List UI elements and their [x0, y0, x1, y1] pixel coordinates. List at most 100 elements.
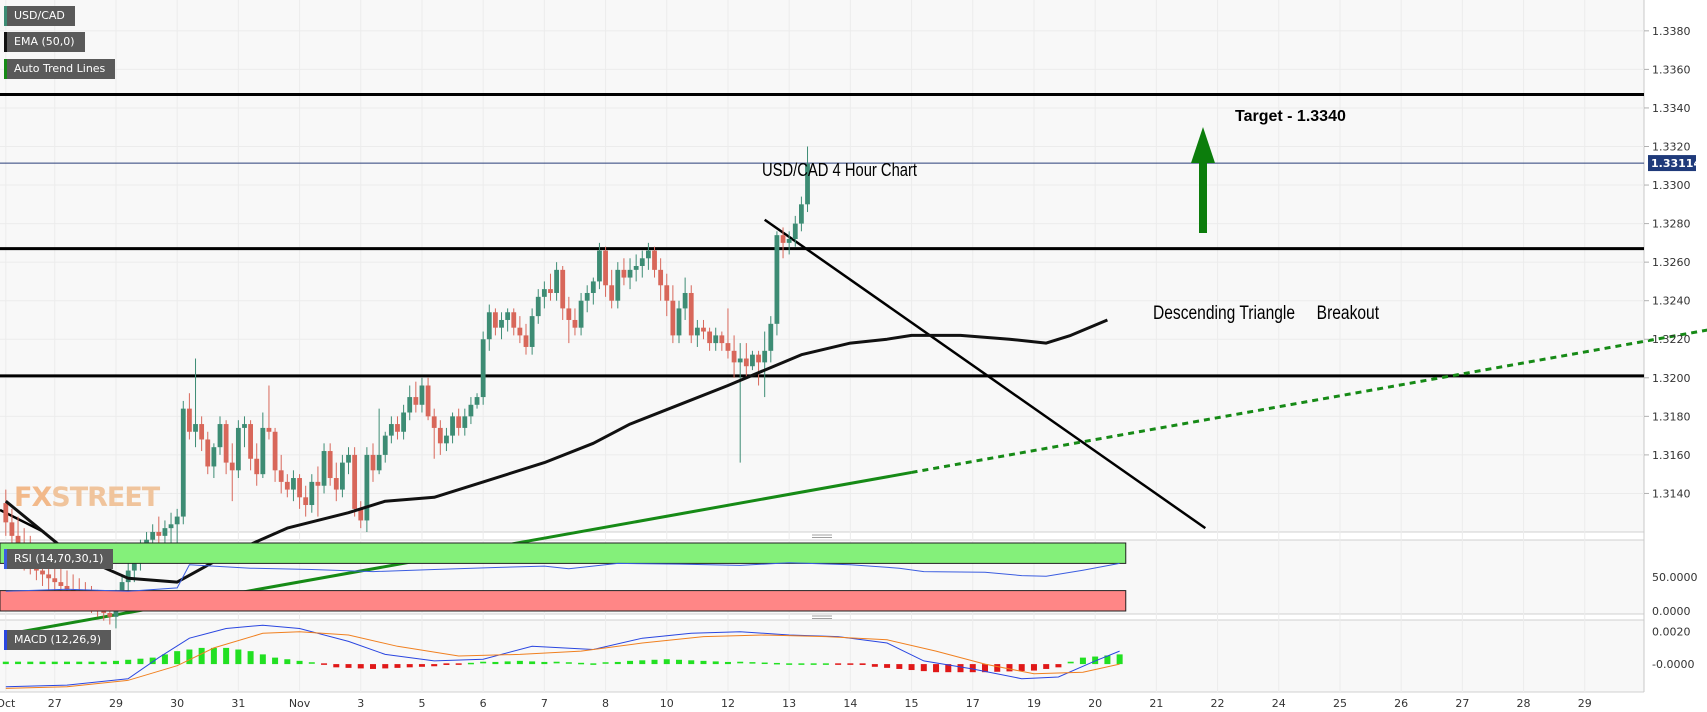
candle[interactable] — [658, 258, 664, 301]
candle[interactable] — [603, 246, 608, 297]
symbol-tag[interactable]: USD/CAD — [4, 6, 75, 26]
candle[interactable] — [205, 431, 211, 475]
candle[interactable] — [315, 466, 321, 517]
candle[interactable] — [621, 258, 627, 286]
candle[interactable] — [437, 420, 443, 455]
candle[interactable] — [309, 474, 315, 513]
macd-signal-line[interactable] — [5, 631, 1120, 689]
candle[interactable] — [272, 427, 278, 482]
candle[interactable] — [762, 331, 768, 398]
rsi-line[interactable] — [5, 562, 1120, 592]
candle[interactable] — [211, 443, 217, 479]
candle[interactable] — [168, 512, 174, 548]
candle[interactable] — [340, 454, 345, 498]
candle[interactable] — [805, 146, 810, 213]
candle[interactable] — [486, 304, 492, 351]
candle[interactable] — [180, 400, 186, 525]
candle[interactable] — [235, 420, 241, 479]
candle[interactable] — [333, 462, 339, 502]
candle[interactable] — [382, 431, 388, 463]
candle[interactable] — [352, 447, 358, 517]
candle[interactable] — [266, 385, 272, 440]
candle[interactable] — [688, 285, 694, 344]
candle[interactable] — [217, 416, 223, 455]
candle[interactable] — [572, 308, 578, 336]
candle[interactable] — [456, 408, 462, 436]
candle[interactable] — [554, 262, 559, 301]
candle[interactable] — [223, 420, 229, 475]
candle[interactable] — [248, 420, 253, 471]
candle[interactable] — [670, 285, 676, 344]
candle[interactable] — [444, 427, 449, 452]
candle[interactable] — [560, 266, 566, 320]
candle[interactable] — [731, 335, 737, 378]
candle[interactable] — [291, 470, 296, 502]
candle[interactable] — [799, 196, 804, 232]
candle[interactable] — [193, 358, 198, 448]
candle[interactable] — [694, 319, 700, 347]
candle[interactable] — [425, 377, 431, 421]
candle[interactable] — [364, 447, 370, 532]
candle[interactable] — [652, 246, 657, 278]
candle[interactable] — [388, 416, 394, 444]
candle[interactable] — [780, 227, 786, 259]
candle[interactable] — [609, 269, 615, 309]
candle[interactable] — [535, 289, 541, 324]
candle[interactable] — [284, 474, 290, 498]
candle[interactable] — [737, 343, 743, 463]
rsi-tag[interactable]: RSI (14,70,30,1) — [4, 549, 114, 569]
candle[interactable] — [517, 316, 523, 344]
candle[interactable] — [713, 327, 719, 351]
candle[interactable] — [346, 447, 351, 475]
trend-lines-tag[interactable]: Auto Trend Lines — [4, 59, 116, 79]
candle[interactable] — [450, 412, 455, 444]
macd-line[interactable] — [5, 624, 1120, 688]
candle[interactable] — [499, 312, 504, 340]
candle[interactable] — [719, 331, 725, 351]
candle[interactable] — [676, 300, 682, 344]
candle[interactable] — [254, 443, 260, 486]
candle[interactable] — [297, 474, 302, 509]
candle[interactable] — [395, 416, 400, 440]
ema-tag[interactable]: EMA (50,0) — [4, 32, 85, 52]
candle[interactable] — [566, 296, 572, 344]
candle[interactable] — [474, 393, 480, 409]
candle[interactable] — [786, 231, 792, 255]
candle[interactable] — [431, 408, 437, 459]
candle[interactable] — [370, 443, 376, 482]
candle[interactable] — [327, 443, 333, 486]
pane-resize-handle[interactable] — [812, 534, 832, 538]
support-trend-line-projection[interactable] — [911, 318, 1707, 474]
candle[interactable] — [229, 443, 235, 502]
candle[interactable] — [750, 350, 755, 371]
candle[interactable] — [413, 381, 419, 413]
candle[interactable] — [468, 397, 474, 425]
candle[interactable] — [321, 443, 327, 494]
candle[interactable] — [511, 308, 517, 336]
candle[interactable] — [541, 281, 547, 309]
candle[interactable] — [792, 215, 798, 247]
candle[interactable] — [615, 262, 621, 309]
candle[interactable] — [725, 308, 731, 359]
candle[interactable] — [682, 277, 688, 320]
candle[interactable] — [578, 292, 584, 336]
candle[interactable] — [376, 408, 382, 475]
candle[interactable] — [646, 242, 651, 270]
candle[interactable] — [707, 327, 712, 351]
candle[interactable] — [303, 485, 309, 517]
candle[interactable] — [664, 273, 670, 317]
macd-tag[interactable]: MACD (12,26,9) — [4, 630, 112, 650]
candle[interactable] — [278, 454, 284, 494]
candle[interactable] — [407, 385, 413, 421]
candle[interactable] — [358, 501, 364, 529]
candle[interactable] — [548, 273, 553, 301]
candle[interactable] — [633, 254, 639, 282]
candle[interactable] — [523, 323, 529, 355]
candle[interactable] — [242, 416, 247, 448]
candle[interactable] — [174, 508, 180, 548]
candle[interactable] — [768, 316, 774, 363]
candle[interactable] — [627, 258, 633, 290]
candle[interactable] — [590, 277, 596, 305]
candle[interactable] — [774, 231, 780, 336]
pane-resize-handle[interactable] — [812, 615, 832, 619]
